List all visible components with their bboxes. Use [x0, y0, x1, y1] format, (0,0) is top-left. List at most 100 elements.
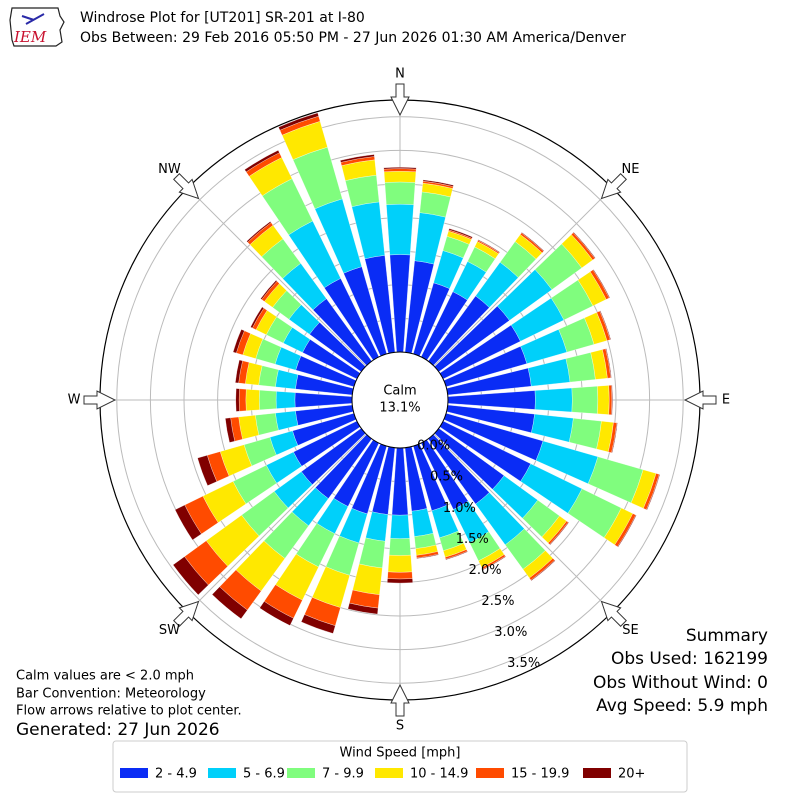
bar-segment	[549, 522, 569, 546]
bar-segment	[573, 232, 596, 259]
bar-segment	[448, 228, 473, 239]
radial-grid-line	[433, 187, 613, 367]
bar-segment	[384, 181, 416, 205]
legend-swatch	[583, 768, 611, 778]
legend: 2 - 4.9 5 - 6.9 7 - 9.9 10 - 14.9 15 - 19.9 2…	[120, 767, 645, 782]
compass-arrow	[600, 600, 627, 627]
bar-segment	[235, 388, 240, 412]
logo: IEM	[9, 7, 65, 47]
summary-title: Summary	[686, 626, 768, 646]
compass-arrow	[173, 173, 200, 200]
bar-segment	[592, 269, 611, 299]
bar-segment	[527, 358, 571, 387]
bar-segment	[260, 280, 278, 300]
polar-plot: Calm 13.1% 0.0% 0.5% 1.0% 1.5% 2.0% 2.5% 3.0% 3.5…	[68, 67, 731, 734]
compass-label: NE	[622, 162, 640, 177]
bar-segment	[445, 551, 468, 561]
bar-segment	[565, 352, 596, 383]
bar-segment	[571, 386, 599, 414]
compass-label: N	[395, 67, 405, 82]
bar-segment	[390, 514, 410, 539]
legend-label: 20+	[618, 767, 645, 782]
legend-label: 7 - 9.9	[322, 767, 364, 782]
logo-mark	[21, 13, 45, 25]
bar-segment	[340, 154, 375, 163]
note: Bar Convention: Meteorology	[16, 687, 206, 702]
summary-line: Avg Speed: 5.9 mph	[596, 696, 768, 716]
bar-segment	[347, 602, 379, 615]
compass-arrow	[83, 390, 117, 410]
ring-grid-line	[116, 116, 684, 684]
chart-title: Windrose Plot for [UT201] SR-201 at I-80	[80, 10, 365, 26]
bar-segment	[482, 556, 506, 571]
bar-segment	[250, 306, 265, 329]
note: Flow arrows relative to plot center.	[16, 704, 242, 719]
r-tick-label: 3.5%	[507, 656, 540, 671]
bar-segment	[259, 390, 277, 410]
bar-segment	[414, 212, 446, 265]
bar-segment	[477, 239, 500, 253]
bar-segment	[365, 511, 389, 542]
bar-segment	[246, 221, 272, 243]
compass-label: W	[68, 393, 81, 408]
bar-segment	[568, 418, 602, 450]
bar-segment	[387, 571, 413, 580]
bar-segment	[534, 387, 573, 413]
bar-segment	[211, 586, 248, 619]
bar-segment	[235, 359, 243, 384]
bar-segment	[197, 455, 217, 486]
radial-grid-line	[187, 187, 367, 367]
bar-segment	[352, 563, 383, 595]
bar-segment	[531, 413, 574, 443]
compass-arrow	[390, 683, 410, 717]
r-tick-label: 2.0%	[469, 563, 502, 578]
bar-segment	[358, 537, 386, 569]
bar-segment	[611, 422, 618, 454]
legend-label: 5 - 6.9	[243, 767, 285, 782]
legend-label: 10 - 14.9	[410, 767, 468, 782]
bar-segment	[238, 388, 247, 412]
compass-label: S	[396, 719, 404, 734]
bar-segment	[301, 614, 336, 634]
legend-label: 2 - 4.9	[155, 767, 197, 782]
legend-swatch	[287, 768, 315, 778]
calm-value: 13.1%	[379, 401, 420, 416]
compass-arrow	[390, 83, 410, 117]
bar-segment	[611, 385, 613, 415]
r-tick-label: 1.0%	[443, 501, 476, 516]
bar-segment	[259, 601, 294, 626]
legend-label: 15 - 19.9	[511, 767, 569, 782]
bar-segment	[244, 150, 280, 173]
legend-swatch	[208, 768, 236, 778]
bar-segment	[383, 171, 417, 183]
r-tick-label: 1.5%	[456, 532, 489, 547]
bar-segment	[597, 385, 610, 415]
radial-grid-line	[433, 433, 613, 613]
note: Calm values are < 2.0 mph	[16, 669, 194, 684]
bar-segment	[275, 391, 296, 409]
bar-segment	[416, 553, 439, 559]
legend-swatch	[120, 768, 148, 778]
ring-grid-line	[149, 149, 651, 651]
bar-segment	[605, 348, 612, 379]
compass-arrow	[600, 173, 627, 200]
bar-segment	[278, 112, 319, 131]
bar-segment	[275, 410, 299, 431]
r-tick-label: 0.5%	[430, 470, 463, 485]
bar-segment	[225, 417, 235, 443]
summary-line: Obs Used: 162199	[611, 649, 768, 669]
summary-line: Obs Without Wind: 0	[593, 673, 768, 693]
compass-arrow	[173, 600, 200, 627]
bar-segment	[258, 365, 279, 388]
bar-segment	[386, 204, 414, 256]
bar-segment	[391, 447, 409, 516]
bar-segment	[383, 167, 417, 170]
legend-swatch	[375, 768, 403, 778]
bar-segment	[422, 179, 454, 187]
bar-segment	[255, 412, 279, 436]
bar-segment	[275, 369, 299, 390]
bar-segment	[521, 232, 545, 252]
legend-swatch	[476, 768, 504, 778]
legend-box	[112, 740, 688, 793]
